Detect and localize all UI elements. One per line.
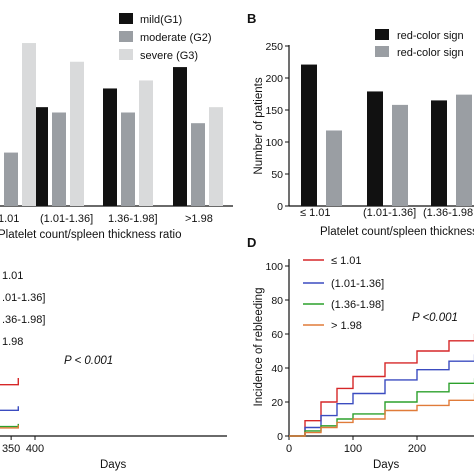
panel-a: 1.01 (1.01-1.36] 1.36-1.98] >1.98 mild(G1) … [0, 13, 233, 241]
panel-c-line-1-36-1-98 [0, 423, 19, 428]
panel-d-y-tick-label: 80 [271, 295, 283, 307]
panel-b-tick-label: (1.36-1.98 [423, 207, 473, 219]
panel-b-letter: B [247, 11, 256, 26]
panel-d-y-tick-label: 20 [271, 397, 283, 409]
panel-d-y-tick-label: 100 [265, 261, 283, 273]
panel-d-x-tick-label: 0 [286, 443, 292, 455]
bar-a-mild-g1-3 [173, 67, 187, 206]
panel-a-tick-label: 1.01 [0, 213, 19, 225]
legend-label-red-color-sign-1: red-color sign [397, 30, 464, 42]
bar-a-moderate-g2-3 [191, 123, 205, 206]
bar-b-series0-0 [301, 64, 317, 206]
legend-swatch-red-color-sign-1 [375, 29, 389, 40]
panel-d-x-tick-label: 200 [408, 443, 426, 455]
panel-c-legend: 1.01 .01-1.36] .36-1.98] 1.98 [2, 270, 45, 348]
panel-b-legend: red-color sign red-color sign [375, 29, 464, 59]
panel-b-x-label: Platelet count/spleen thickness [320, 226, 474, 238]
panel-a-tick-label: >1.98 [185, 213, 213, 225]
legend-swatch-mild [119, 13, 133, 24]
panel-d-line-1-98 [289, 393, 474, 437]
bar-a-mild-g1-1 [34, 107, 48, 206]
panel-b-y-label: Number of patients [253, 77, 265, 174]
panel-d-legend: ≤ 1.01 (1.01-1.36] (1.36-1.98] > 1.98 [303, 255, 384, 332]
panel-d-p-value: P <0.001 [412, 312, 458, 324]
bar-b-series1-0 [326, 130, 342, 206]
bar-b-series1-2 [456, 94, 472, 206]
legend-label-severe: severe (G3) [140, 50, 198, 62]
panel-c-line-1-01-1-36 [0, 406, 19, 412]
bar-a-moderate-g2-2 [121, 112, 135, 206]
panel-b-y-tick-label: 200 [265, 73, 283, 85]
panel-d-line-1-36-1-98 [289, 378, 474, 437]
bar-a-mild-g1-2 [103, 88, 117, 206]
legend-label-red-color-sign-2: red-color sign [397, 47, 464, 59]
panel-b-y-tick-label: 250 [265, 41, 283, 53]
panel-c-legend-label-3: .36-1.98] [2, 314, 45, 326]
panel-c-legend-label-1: 1.01 [2, 270, 23, 282]
panel-d-y-tick-label: 0 [277, 431, 283, 443]
panel-b-y-tick-label: 50 [271, 169, 283, 181]
panel-b-y-tick-label: 0 [277, 201, 283, 213]
bar-a-severe-g3-2 [139, 80, 153, 206]
panel-c-legend-label-2: .01-1.36] [2, 292, 45, 304]
panel-c-x-label: Days [100, 459, 126, 471]
bar-a-moderate-g2-0 [4, 152, 18, 206]
panel-d-legend-label-1-01-1-36: (1.01-1.36] [331, 278, 384, 290]
panel-c-p-value: P < 0.001 [64, 355, 113, 367]
panel-d: D 0 20 40 60 80 100 0 100 200 ≤ 1.01 (1.01-1.36]… [247, 235, 474, 471]
bar-b-series0-1 [367, 91, 383, 206]
panel-d-legend-label-1-01: ≤ 1.01 [331, 255, 362, 267]
legend-swatch-red-color-sign-2 [375, 46, 389, 57]
bar-b-series1-1 [392, 104, 408, 206]
panel-c-legend-label-4: 1.98 [2, 336, 23, 348]
panel-d-legend-label-1-36-1-98: (1.36-1.98] [331, 299, 384, 311]
panel-a-tick-label: (1.01-1.36] [40, 213, 93, 225]
panel-c-x-tick-label: 350 [2, 443, 20, 455]
bar-b-series0-2 [431, 100, 447, 206]
panel-a-x-label: Platelet count/spleen thickness ratio [0, 229, 181, 241]
panel-d-x-label: Days [373, 459, 399, 471]
panel-c-line-1-01 [0, 377, 19, 386]
panel-b: B 0 50 100 150 200 250 ≤ 1.01 (1.01-1.36] (1.36… [247, 11, 474, 238]
bar-a-severe-g3-1 [70, 61, 84, 206]
panel-b-tick-label: (1.01-1.36] [363, 207, 416, 219]
panel-d-y-tick-label: 60 [271, 329, 283, 341]
legend-swatch-moderate [119, 31, 133, 42]
legend-label-mild: mild(G1) [140, 14, 182, 26]
panel-d-y-label: Incidence of rebleeding [253, 288, 265, 407]
panel-b-tick-label: ≤ 1.01 [300, 207, 331, 219]
panel-d-y-tick-label: 40 [271, 363, 283, 375]
legend-swatch-severe [119, 49, 133, 60]
panel-d-letter: D [247, 235, 256, 250]
panel-a-tick-label: 1.36-1.98] [108, 213, 158, 225]
legend-label-moderate: moderate (G2) [140, 32, 212, 44]
panel-c-x-tick-label: 400 [26, 443, 44, 455]
panel-d-legend-label-1-98: > 1.98 [331, 320, 362, 332]
panel-d-line-1-01 [289, 334, 474, 437]
panel-d-line-1-01-1-36 [289, 354, 474, 437]
bar-a-moderate-g2-1 [52, 112, 66, 206]
panel-b-y-tick-label: 150 [265, 105, 283, 117]
bar-a-severe-g3-0 [22, 43, 36, 206]
bar-a-severe-g3-3 [209, 107, 223, 206]
panel-a-legend: mild(G1) moderate (G2) severe (G3) [119, 13, 212, 62]
panel-c: 100150200250300350400 1.01 .01-1.36] .36… [0, 270, 227, 471]
panel-b-y-tick-label: 100 [265, 137, 283, 149]
panel-d-x-tick-label: 100 [344, 443, 362, 455]
